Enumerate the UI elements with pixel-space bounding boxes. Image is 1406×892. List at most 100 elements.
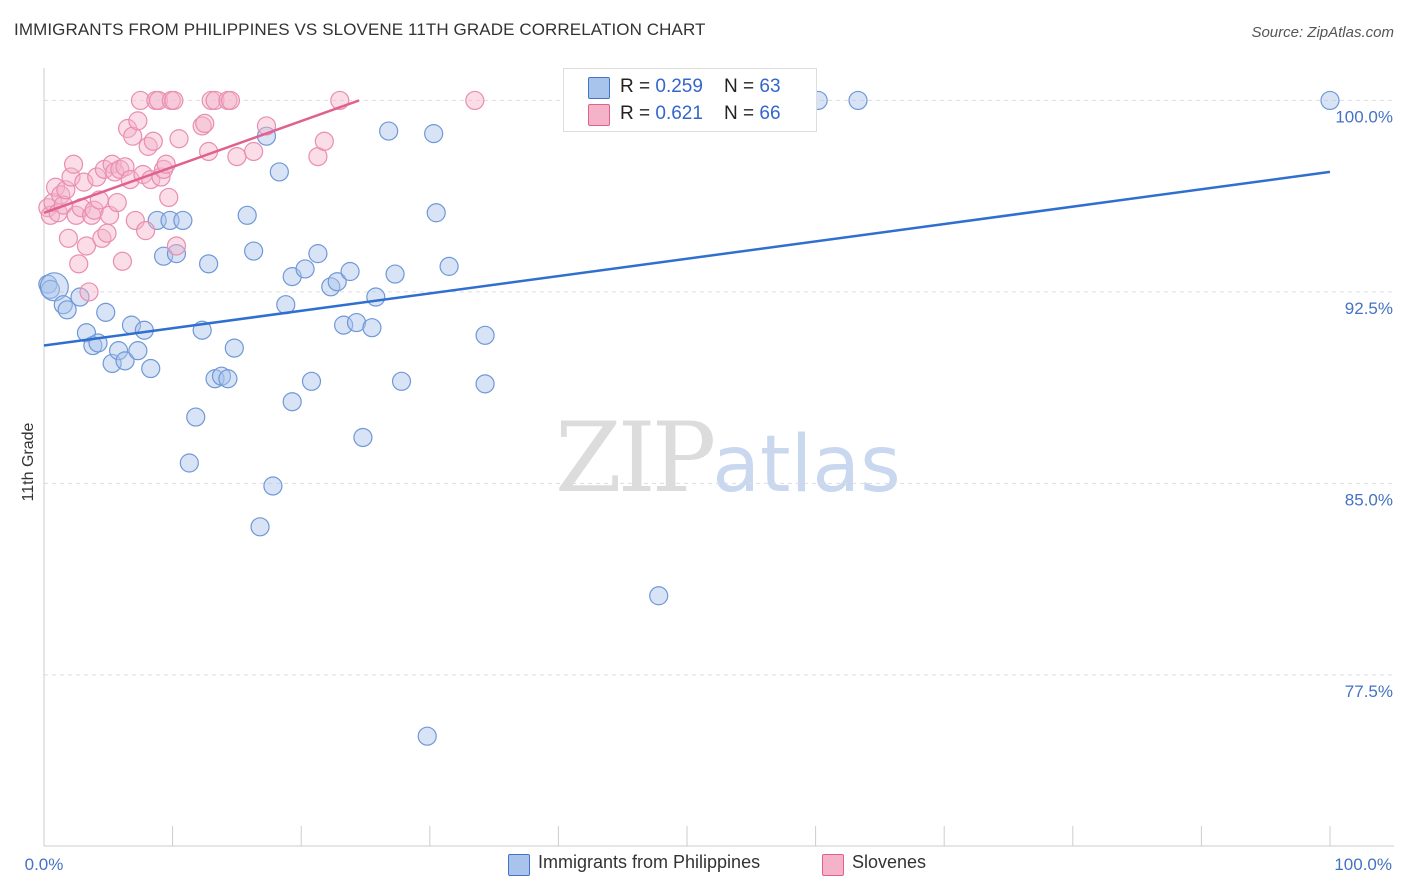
data-point-philippines — [340, 261, 360, 282]
watermark: ZIPatlas — [555, 402, 901, 514]
data-point-philippines — [353, 427, 373, 448]
data-point-philippines — [38, 274, 58, 294]
legend-n-label: N = — [724, 103, 760, 124]
bottom-legend-label: Slovenes — [852, 852, 927, 872]
legend-r-label: R = — [620, 103, 656, 124]
data-point-philippines — [424, 124, 444, 144]
series-philippines — [38, 90, 1340, 746]
data-point-slovenes — [169, 129, 189, 149]
data-point-slovenes — [166, 236, 187, 256]
data-point-philippines — [417, 726, 437, 746]
legend-r-label: R = — [620, 76, 656, 97]
data-point-philippines — [475, 325, 495, 345]
data-point-philippines — [244, 241, 264, 261]
data-point-philippines — [366, 287, 386, 307]
data-point-slovenes — [192, 116, 212, 136]
data-point-slovenes — [164, 90, 184, 111]
trend-lines — [43, 99, 1331, 347]
data-point-philippines — [269, 162, 289, 182]
source-label: Source: ZipAtlas.com — [1251, 24, 1394, 41]
data-point-philippines — [179, 453, 199, 473]
data-point-slovenes — [107, 192, 127, 213]
data-point-slovenes — [227, 147, 247, 167]
data-point-slovenes — [143, 131, 163, 151]
x-tick-label: 0.0% — [25, 855, 64, 874]
watermark-zip: ZIP — [555, 402, 716, 514]
axis-labels: 100.0% 92.5% 85.0% 77.5% 0.0% 100.0% 11th Grad… — [20, 107, 1393, 874]
data-point-philippines — [301, 371, 322, 391]
legend-r-value: 0.259 — [655, 76, 703, 97]
legend-swatch-pink — [588, 104, 610, 126]
data-point-slovenes — [74, 172, 94, 192]
y-tick-label: 92.5% — [1345, 299, 1393, 318]
data-point-slovenes — [87, 167, 107, 187]
data-point-philippines — [237, 205, 257, 225]
data-point-philippines — [1320, 90, 1340, 111]
data-point-slovenes — [138, 136, 158, 156]
y-tick-label: 85.0% — [1345, 490, 1393, 509]
data-point-philippines — [649, 586, 669, 606]
legend-swatch-blue — [588, 77, 610, 99]
y-tick-label: 100.0% — [1335, 107, 1393, 126]
data-point-philippines — [385, 264, 405, 284]
chart-title: IMMIGRANTS FROM PHILIPPINES VS SLOVENE 1… — [14, 20, 706, 39]
data-point-philippines — [108, 341, 129, 361]
data-point-philippines — [362, 318, 382, 338]
data-point-philippines — [141, 358, 161, 379]
data-point-slovenes — [56, 180, 76, 200]
correlation-legend: R = 0.259 N = 63 R = 0.621 N = 66 — [563, 68, 817, 132]
data-point-philippines — [70, 287, 90, 307]
data-point-slovenes — [58, 228, 79, 248]
data-point-philippines — [96, 302, 116, 322]
legend-n-value: 66 — [759, 103, 781, 124]
data-point-philippines — [327, 272, 347, 292]
trend-line-slovenes — [43, 99, 360, 214]
data-point-philippines — [128, 341, 148, 361]
data-point-philippines — [346, 312, 367, 333]
legend-n-value: 63 — [759, 76, 781, 97]
bottom-legend-swatch-blue — [508, 854, 530, 876]
series-slovenes — [38, 90, 485, 302]
data-point-slovenes — [244, 141, 264, 162]
data-point-slovenes — [195, 113, 215, 134]
trend-line-philippines — [43, 170, 1331, 347]
data-point-slovenes — [123, 126, 143, 146]
data-point-slovenes — [115, 157, 135, 177]
data-point-philippines — [186, 407, 206, 427]
data-point-philippines — [218, 369, 238, 389]
y-axis-label: 11th Grade — [20, 422, 37, 501]
data-point-philippines — [199, 254, 219, 274]
data-point-slovenes — [69, 254, 89, 274]
data-point-philippines — [308, 244, 328, 264]
data-point-slovenes — [112, 251, 133, 271]
bottom-legend-label: Immigrants from Philippines — [538, 852, 761, 872]
data-point-slovenes — [84, 200, 104, 220]
data-point-philippines — [40, 279, 61, 299]
data-point-slovenes — [105, 162, 125, 182]
data-point-slovenes — [97, 223, 117, 243]
data-point-philippines — [39, 272, 69, 302]
data-point-philippines — [115, 351, 135, 371]
data-point-philippines — [475, 374, 495, 394]
data-point-slovenes — [465, 90, 485, 111]
y-tick-label: 77.5% — [1345, 682, 1393, 701]
axes — [43, 68, 1394, 847]
data-point-slovenes — [314, 131, 334, 151]
x-tick-label: 100.0% — [1334, 855, 1392, 874]
data-point-philippines — [166, 244, 187, 264]
data-point-slovenes — [92, 228, 112, 248]
data-point-philippines — [426, 203, 446, 223]
legend-r-value: 0.621 — [655, 103, 703, 124]
data-point-slovenes — [76, 236, 97, 256]
data-point-philippines — [321, 277, 341, 297]
data-point-slovenes — [110, 159, 130, 179]
data-point-slovenes — [128, 111, 148, 131]
data-point-philippines — [250, 517, 270, 537]
data-point-philippines — [379, 121, 399, 141]
data-point-philippines — [391, 371, 412, 391]
data-point-philippines — [83, 335, 103, 356]
legend-n-label: N = — [724, 76, 760, 97]
data-point-slovenes — [159, 187, 179, 208]
data-point-slovenes — [135, 221, 156, 241]
